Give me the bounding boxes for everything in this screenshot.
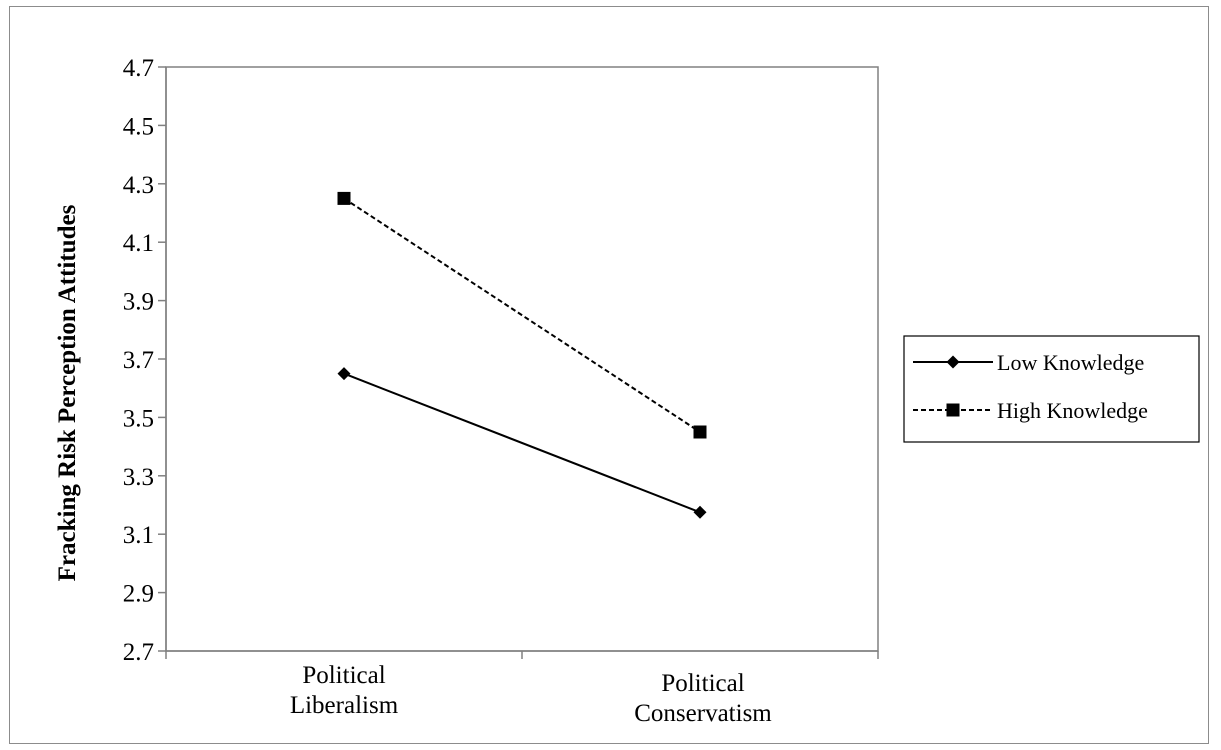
y-tick-label: 3.5 xyxy=(123,405,154,432)
legend-marker xyxy=(946,403,960,417)
series-line xyxy=(343,372,701,514)
plot-area xyxy=(165,66,879,652)
x-axis: Political Liberalism Political Conservatism xyxy=(165,650,879,727)
legend-label: Low Knowledge xyxy=(997,350,1144,375)
y-tick-label: 4.1 xyxy=(123,230,154,257)
legend-item: Low Knowledge xyxy=(913,350,1144,375)
y-axis-label: Fracking Risk Perception Attitudes xyxy=(54,204,81,581)
y-tick-label: 3.7 xyxy=(123,347,154,374)
y-tick-label: 3.1 xyxy=(123,522,154,549)
data-point xyxy=(337,367,351,381)
x-category-label: Political Conservatism xyxy=(634,670,772,727)
series-low-knowledge xyxy=(337,367,707,519)
data-point xyxy=(337,191,351,205)
y-tick-label: 4.3 xyxy=(123,172,154,199)
x-category-label-line: Conservatism xyxy=(634,700,772,727)
y-tick-label: 4.7 xyxy=(123,55,154,82)
y-tick-label: 2.7 xyxy=(123,639,154,666)
y-axis: 2.7 2.9 3.1 3.3 3.5 3.7 3.9 4.1 4.3 4.5 4.7 xyxy=(123,55,167,666)
legend-box xyxy=(903,335,1200,443)
x-category-label: Political Liberalism xyxy=(290,662,399,719)
y-tick-label: 3.9 xyxy=(123,289,154,316)
legend-item: High Knowledge xyxy=(913,398,1148,423)
data-point xyxy=(693,425,707,439)
x-category-label-line: Political xyxy=(302,662,385,689)
y-tick-label: 3.3 xyxy=(123,464,154,491)
y-tick-label: 4.5 xyxy=(123,113,154,140)
y-tick-label: 2.9 xyxy=(123,581,154,608)
x-category-label-line: Political xyxy=(661,670,744,697)
data-point xyxy=(693,505,707,519)
x-category-label-line: Liberalism xyxy=(290,692,399,719)
series-line xyxy=(343,197,701,433)
plot-border xyxy=(165,66,879,652)
series-layer xyxy=(337,191,707,519)
legend-marker xyxy=(946,355,960,369)
series-high-knowledge xyxy=(337,191,707,439)
legend-label: High Knowledge xyxy=(997,398,1148,423)
legend: Low Knowledge High Knowledge xyxy=(903,335,1200,443)
